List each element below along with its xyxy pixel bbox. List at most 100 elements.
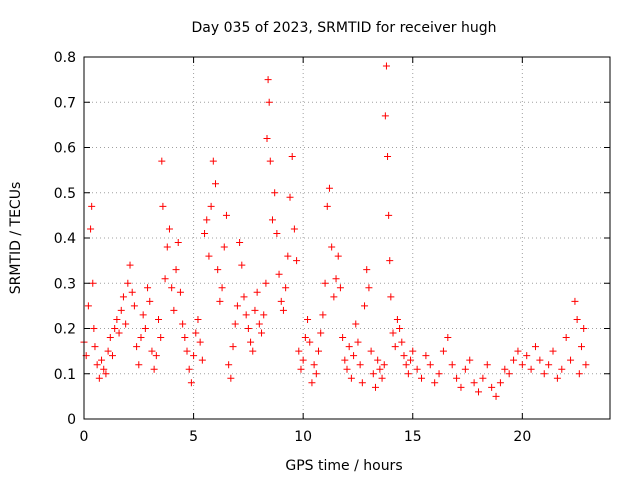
data-point — [102, 370, 110, 378]
x-tick-label: 5 — [189, 429, 198, 445]
data-point — [271, 189, 279, 197]
data-point — [126, 261, 134, 269]
data-point — [578, 343, 586, 351]
data-point — [198, 356, 206, 364]
data-point — [369, 370, 377, 378]
data-point — [284, 252, 292, 260]
y-tick-label: 0.8 — [54, 50, 76, 66]
data-point — [352, 320, 360, 328]
data-point — [582, 361, 590, 369]
data-point — [531, 343, 539, 351]
data-point — [91, 343, 99, 351]
data-point — [301, 334, 309, 342]
data-point — [385, 211, 393, 219]
data-point — [475, 388, 482, 396]
data-point — [124, 279, 132, 287]
data-point — [255, 320, 263, 328]
data-point — [225, 361, 233, 369]
data-point — [571, 297, 579, 305]
data-point — [265, 98, 273, 106]
data-point — [448, 361, 456, 369]
data-point — [165, 225, 173, 233]
data-point — [391, 343, 399, 351]
data-point — [505, 370, 513, 378]
y-tick-label: 0.4 — [54, 231, 76, 247]
data-point — [144, 284, 152, 292]
data-point — [282, 284, 290, 292]
data-point — [400, 352, 408, 360]
data-point — [196, 338, 204, 346]
data-point — [190, 352, 198, 360]
data-point — [404, 370, 412, 378]
data-point — [479, 374, 487, 382]
data-point — [492, 392, 500, 400]
data-point — [244, 325, 252, 332]
data-point — [304, 315, 312, 323]
data-point — [363, 266, 371, 274]
y-tick-label: 0.5 — [54, 186, 76, 202]
data-point — [299, 356, 307, 364]
data-point — [100, 365, 108, 373]
data-point — [470, 379, 478, 387]
data-point — [194, 315, 202, 323]
data-point — [251, 306, 259, 314]
data-point — [163, 243, 171, 251]
data-point — [203, 216, 211, 224]
data-point — [461, 365, 469, 373]
data-point — [205, 252, 213, 260]
data-point — [93, 361, 101, 369]
data-point — [527, 365, 535, 373]
y-tick-label: 0.7 — [54, 95, 76, 111]
data-point — [409, 347, 417, 355]
data-point — [179, 320, 187, 328]
data-point — [247, 338, 255, 346]
data-point — [240, 293, 248, 301]
plot-frame — [83, 56, 611, 420]
data-point — [170, 306, 178, 314]
data-point — [159, 202, 167, 210]
y-axis-label: SRMTID / TECUs — [8, 182, 24, 295]
data-point — [315, 347, 323, 355]
data-point — [218, 284, 226, 292]
data-point — [174, 239, 182, 247]
chart-title: Day 035 of 2023, SRMTID for receiver hug… — [192, 20, 497, 36]
data-point — [336, 284, 344, 292]
data-point — [354, 338, 362, 346]
data-point — [130, 302, 138, 310]
data-point — [378, 374, 386, 382]
data-point — [207, 202, 215, 210]
data-point — [133, 343, 141, 351]
data-point — [580, 325, 588, 332]
data-point — [216, 297, 224, 305]
data-point — [361, 302, 369, 310]
data-point — [319, 311, 327, 319]
x-tick-label: 20 — [513, 429, 531, 445]
data-point — [422, 352, 430, 360]
data-point — [435, 370, 443, 378]
data-point — [545, 361, 553, 369]
data-point — [115, 329, 123, 337]
data-point — [540, 370, 548, 378]
data-point — [88, 202, 96, 210]
data-point — [325, 184, 333, 192]
data-point — [567, 356, 575, 364]
data-point — [386, 257, 394, 265]
data-point — [341, 356, 349, 364]
data-point — [277, 297, 285, 305]
x-axis-label: GPS time / hours — [285, 458, 402, 474]
data-point — [365, 284, 373, 292]
data-point — [87, 225, 95, 233]
data-point — [413, 365, 421, 373]
data-point — [321, 279, 329, 287]
y-tick-label: 0.1 — [54, 367, 76, 383]
data-point — [135, 361, 143, 369]
data-point — [161, 275, 169, 283]
data-point — [111, 325, 119, 332]
data-point — [330, 293, 338, 301]
data-point — [562, 334, 570, 342]
data-point — [573, 315, 581, 323]
data-point — [381, 112, 389, 120]
data-point — [262, 279, 270, 287]
data-point — [249, 347, 257, 355]
data-point — [146, 297, 154, 305]
